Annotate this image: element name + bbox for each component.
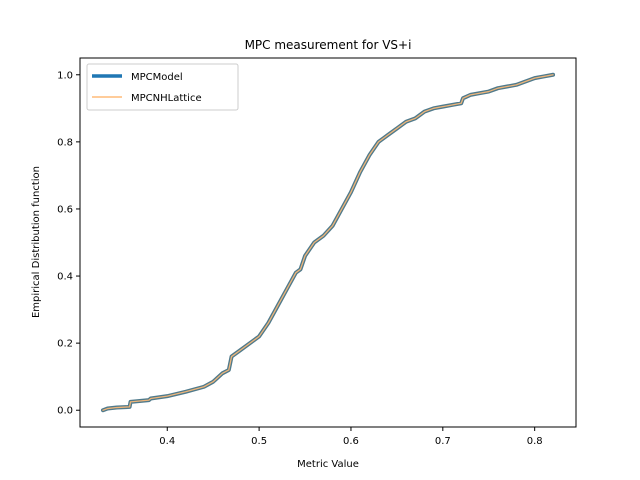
series-layer [100, 72, 556, 413]
axes-frame [79, 57, 577, 428]
x-tick-label: 0.7 [435, 436, 451, 447]
y-tick-label: 0.0 [57, 406, 73, 417]
y-tick-label: 0.6 [57, 204, 73, 215]
x-tick-label: 0.5 [251, 436, 267, 447]
plot-area [79, 57, 577, 428]
x-axis: 0.4 0.5 0.6 0.7 0.8 [159, 427, 543, 447]
legend-box [86, 63, 239, 111]
x-tick-label: 0.8 [527, 436, 543, 447]
x-tick-label: 0.4 [159, 436, 175, 447]
series-line-mpcnhlattice [102, 74, 554, 411]
y-axis-label: Empirical Distribution function [31, 166, 42, 318]
legend: MPCModel MPCNHLattice [86, 63, 239, 111]
y-tick-label: 1.0 [57, 70, 73, 81]
y-tick-label: 0.8 [57, 137, 73, 148]
x-tick-label: 0.6 [343, 436, 359, 447]
legend-label-mpcmodel: MPCModel [131, 72, 183, 83]
legend-label-mpcnhlattice: MPCNHLattice [131, 93, 202, 104]
y-axis: 0.0 0.2 0.4 0.6 0.8 1.0 [57, 70, 80, 417]
chart-title: MPC measurement for VS+i [245, 38, 412, 52]
y-tick-label: 0.4 [57, 272, 73, 283]
x-axis-label: Metric Value [297, 459, 359, 470]
y-tick-label: 0.2 [57, 339, 73, 350]
